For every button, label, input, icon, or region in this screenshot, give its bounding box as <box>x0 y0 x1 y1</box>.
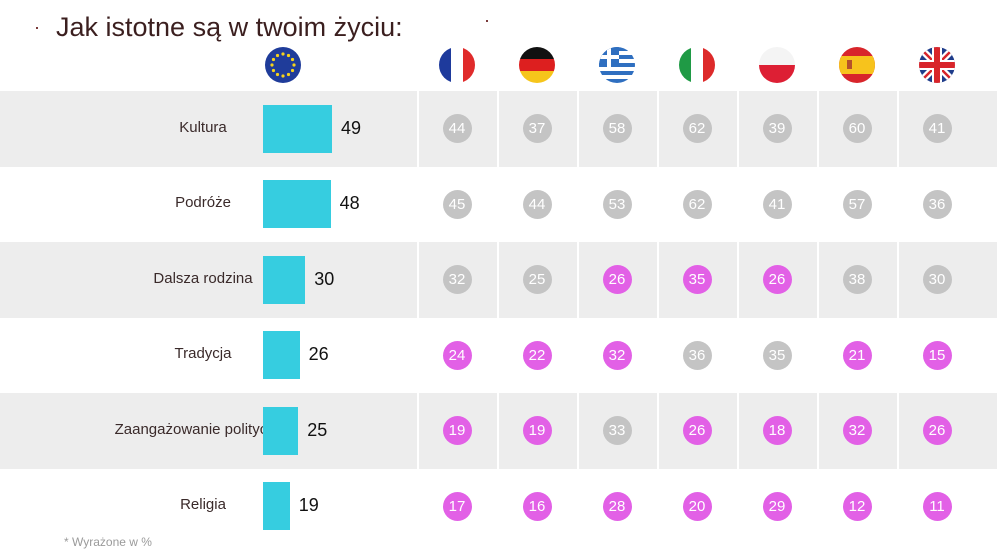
country-value-circle: 35 <box>682 265 712 295</box>
row-label: Podróże <box>175 194 231 212</box>
country-value-circle: 16 <box>522 491 552 521</box>
footnote: * Wyrażone w % <box>64 535 152 549</box>
country-value-circle: 24 <box>442 340 472 370</box>
country-value-circle: 44 <box>442 114 472 144</box>
country-value-circle: 20 <box>682 491 712 521</box>
country-value-circle: 36 <box>922 189 952 219</box>
column-divider <box>817 91 819 544</box>
eu-bar <box>263 104 332 153</box>
country-value-circle: 25 <box>522 265 552 295</box>
country-value-circle: 28 <box>602 491 632 521</box>
eu-bar <box>263 255 306 304</box>
country-value-circle: 45 <box>442 189 472 219</box>
country-value-circle: 19 <box>522 416 552 446</box>
country-value-circle: 26 <box>762 265 792 295</box>
column-divider <box>417 91 419 544</box>
decoration-dot <box>486 20 488 22</box>
column-divider <box>497 91 499 544</box>
poland-flag-icon <box>759 47 795 83</box>
country-value-circle: 19 <box>442 416 472 446</box>
column-divider <box>577 91 579 544</box>
row-label: Religia <box>180 496 226 514</box>
country-value-circle: 36 <box>682 340 712 370</box>
country-value-circle: 33 <box>602 416 632 446</box>
row-label: Kultura <box>179 118 227 136</box>
greece-flag-icon <box>599 47 635 83</box>
column-divider <box>897 91 899 544</box>
eu-flag-icon <box>265 47 301 83</box>
country-value-circle: 35 <box>762 340 792 370</box>
country-value-circle: 15 <box>922 340 952 370</box>
country-value-circle: 41 <box>922 114 952 144</box>
row-label: Dalsza rodzina <box>153 269 253 287</box>
country-value-circle: 18 <box>762 416 792 446</box>
country-value-circle: 29 <box>762 491 792 521</box>
country-value-circle: 44 <box>522 189 552 219</box>
country-value-circle: 39 <box>762 114 792 144</box>
country-value-circle: 26 <box>682 416 712 446</box>
eu-bar <box>263 406 299 455</box>
eu-value-label: 30 <box>314 268 335 289</box>
country-value-circle: 11 <box>922 491 952 521</box>
country-value-circle: 22 <box>522 340 552 370</box>
eu-value-label: 26 <box>308 344 329 365</box>
germany-flag-icon <box>519 47 555 83</box>
country-value-circle: 26 <box>602 265 632 295</box>
column-divider <box>657 91 659 544</box>
france-flag-icon <box>439 47 475 83</box>
row-label: Zaangażowanie polityczne <box>114 420 292 438</box>
eu-bar <box>263 482 290 531</box>
country-value-circle: 38 <box>842 265 872 295</box>
uk-flag-icon <box>919 47 955 83</box>
country-value-circle: 57 <box>842 189 872 219</box>
eu-value-label: 49 <box>341 117 362 138</box>
country-value-circle: 12 <box>842 491 872 521</box>
country-value-circle: 62 <box>682 114 712 144</box>
country-value-circle: 32 <box>442 265 472 295</box>
spain-flag-icon <box>839 47 875 83</box>
eu-bar <box>263 331 300 380</box>
row-label: Tradycja <box>174 345 232 363</box>
eu-value-label: 25 <box>307 419 328 440</box>
country-value-circle: 58 <box>602 114 632 144</box>
country-value-circle: 60 <box>842 114 872 144</box>
country-value-circle: 32 <box>602 340 632 370</box>
country-value-circle: 17 <box>442 491 472 521</box>
eu-bar <box>263 180 331 229</box>
country-value-circle: 53 <box>602 189 632 219</box>
decoration-dot <box>36 27 38 29</box>
eu-value-label: 19 <box>298 495 319 516</box>
chart-title: Jak istotne są w twoim życiu: <box>56 12 403 42</box>
country-value-circle: 21 <box>842 340 872 370</box>
italy-flag-icon <box>679 47 715 83</box>
country-value-circle: 32 <box>842 416 872 446</box>
country-value-circle: 37 <box>522 114 552 144</box>
country-value-circle: 30 <box>922 265 952 295</box>
country-value-circle: 26 <box>922 416 952 446</box>
eu-value-label: 48 <box>339 193 360 214</box>
country-value-circle: 41 <box>762 189 792 219</box>
country-value-circle: 62 <box>682 189 712 219</box>
column-divider <box>737 91 739 544</box>
